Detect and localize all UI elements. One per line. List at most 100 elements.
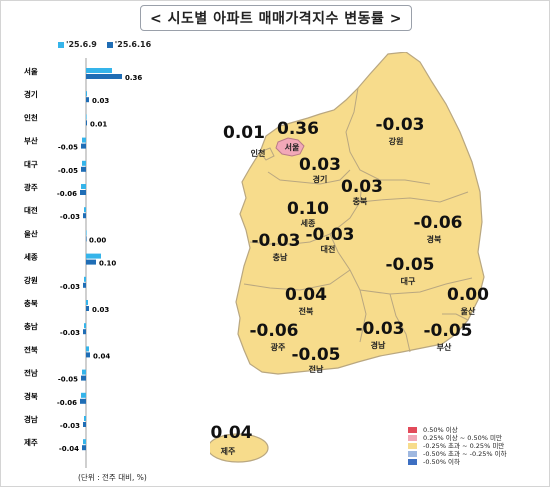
bar-curr-9 bbox=[83, 282, 86, 288]
data-label-15: -0.03 bbox=[60, 422, 80, 430]
data-label-14: -0.06 bbox=[57, 399, 77, 407]
map-legend-label-2: -0.25% 초과 ~ 0.25% 미만 bbox=[423, 442, 505, 450]
map-legend-swatch-0 bbox=[408, 427, 417, 433]
category-label-12: 전북 bbox=[24, 344, 38, 354]
data-label-7: 0.00 bbox=[89, 236, 106, 244]
map-legend-label-1: 0.25% 이상 ~ 0.50% 미만 bbox=[423, 434, 502, 442]
map-legend-label-3: -0.50% 초과 ~ -0.25% 이하 bbox=[423, 450, 507, 458]
category-label-8: 세종 bbox=[24, 252, 38, 262]
data-label-11: -0.03 bbox=[60, 329, 80, 337]
bar-prev-11 bbox=[84, 323, 86, 329]
data-label-0: 0.36 bbox=[125, 74, 142, 82]
category-label-0: 서울 bbox=[24, 66, 38, 76]
bar-curr-3 bbox=[81, 143, 86, 149]
category-label-16: 제주 bbox=[24, 437, 38, 447]
map-legend-label-4: -0.50% 이하 bbox=[423, 458, 461, 466]
bar-curr-12 bbox=[86, 352, 90, 358]
map-legend-swatch-1 bbox=[408, 435, 417, 441]
map-region-name-0: 인천 bbox=[251, 148, 266, 158]
map-legend: 0.50% 이상 0.25% 이상 ~ 0.50% 미만 -0.25% 초과 ~ 0… bbox=[408, 426, 507, 466]
data-label-10: 0.03 bbox=[92, 306, 109, 314]
map-legend-swatch-4 bbox=[408, 459, 417, 465]
category-label-14: 경북 bbox=[24, 391, 38, 401]
map-value-5: 0.10 bbox=[287, 199, 329, 219]
bar-prev-16 bbox=[83, 439, 86, 445]
category-label-11: 충남 bbox=[24, 321, 38, 331]
category-label-7: 울산 bbox=[24, 228, 38, 238]
map-region-name-2: 강원 bbox=[389, 136, 404, 146]
category-label-4: 대구 bbox=[24, 159, 38, 169]
bar-prev-13 bbox=[82, 369, 86, 375]
bar-curr-14 bbox=[80, 398, 86, 404]
map-legend-item-3: -0.50% 초과 ~ -0.25% 이하 bbox=[408, 450, 507, 458]
map-legend-swatch-2 bbox=[408, 443, 417, 449]
category-label-6: 대전 bbox=[24, 205, 38, 215]
data-label-12: 0.04 bbox=[93, 352, 110, 360]
bar-prev-4 bbox=[82, 160, 86, 166]
map-value-14: -0.05 bbox=[424, 321, 473, 341]
bar-curr-5 bbox=[80, 190, 86, 195]
legend-curr: '25.6.16 bbox=[106, 40, 151, 49]
map-value-7: -0.03 bbox=[252, 231, 301, 251]
category-label-15: 경남 bbox=[24, 414, 38, 424]
map-value-15: -0.05 bbox=[292, 345, 341, 365]
map-legend-item-2: -0.25% 초과 ~ 0.25% 미만 bbox=[408, 442, 507, 450]
map-value-11: 0.00 bbox=[447, 285, 489, 305]
bar-prev-7 bbox=[86, 230, 87, 236]
map-region-name-14: 부산 bbox=[437, 342, 452, 352]
unit-note: (단위 : 전주 대비, %) bbox=[78, 473, 147, 482]
bar-prev-2 bbox=[86, 114, 87, 120]
bar-curr-16 bbox=[82, 445, 86, 451]
incheon-shape bbox=[259, 147, 275, 161]
map-value-6: -0.06 bbox=[414, 213, 463, 233]
data-label-5: -0.06 bbox=[57, 190, 77, 198]
bar-prev-14 bbox=[81, 392, 86, 398]
category-label-5: 광주 bbox=[24, 182, 38, 192]
category-label-3: 부산 bbox=[24, 136, 38, 146]
data-label-3: -0.05 bbox=[58, 144, 78, 152]
legend-prev-swatch bbox=[58, 41, 64, 48]
data-label-6: -0.03 bbox=[60, 213, 80, 221]
bar-curr-1 bbox=[86, 97, 89, 103]
map-region-name-4: 충북 bbox=[353, 196, 368, 206]
map-legend-item-4: -0.50% 이하 bbox=[408, 458, 507, 466]
bar-prev-3 bbox=[82, 137, 86, 143]
legend-prev: '25.6.9 bbox=[58, 40, 97, 49]
bar-curr-4 bbox=[81, 166, 86, 172]
data-label-16: -0.04 bbox=[59, 445, 79, 453]
data-label-1: 0.03 bbox=[92, 97, 109, 105]
map-region-name-11: 울산 bbox=[461, 306, 476, 316]
bar-prev-1 bbox=[86, 91, 87, 97]
map-value-12: -0.06 bbox=[250, 321, 299, 341]
data-label-4: -0.05 bbox=[58, 167, 78, 175]
bar-curr-7 bbox=[86, 236, 87, 242]
bar-curr-13 bbox=[81, 375, 86, 381]
category-label-10: 충북 bbox=[24, 298, 38, 308]
bar-curr-2 bbox=[86, 120, 87, 126]
map-region-name-3: 경기 bbox=[313, 174, 328, 184]
map-region-name-9: 대구 bbox=[401, 276, 416, 286]
map-legend-label-0: 0.50% 이상 bbox=[423, 426, 458, 434]
legend-prev-label: '25.6.9 bbox=[66, 40, 97, 49]
map-value-4: 0.03 bbox=[341, 177, 383, 197]
category-label-9: 강원 bbox=[24, 275, 38, 285]
region-borders bbox=[243, 87, 473, 353]
map-region-name-10: 전북 bbox=[299, 306, 314, 316]
jeju-shape bbox=[210, 433, 269, 463]
bar-curr-6 bbox=[83, 213, 86, 219]
map-value-3: 0.03 bbox=[299, 155, 341, 175]
bar-curr-0 bbox=[86, 74, 122, 79]
map-legend-item-0: 0.50% 이상 bbox=[408, 426, 507, 434]
bar-curr-15 bbox=[83, 422, 86, 427]
map-region-name-15: 전남 bbox=[309, 364, 324, 374]
map-region-name-16: 제주 bbox=[221, 446, 236, 456]
seoul-shape bbox=[275, 137, 305, 157]
series-legend: '25.6.9 '25.6.16 bbox=[58, 40, 151, 49]
bar-curr-10 bbox=[86, 306, 89, 311]
chart-title: < 시도별 아파트 매매가격지수 변동률 > bbox=[140, 5, 412, 31]
bar-prev-0 bbox=[86, 68, 112, 73]
map-legend-swatch-3 bbox=[408, 451, 417, 457]
map-legend-item-1: 0.25% 이상 ~ 0.50% 미만 bbox=[408, 434, 507, 442]
data-label-2: 0.01 bbox=[90, 120, 107, 128]
